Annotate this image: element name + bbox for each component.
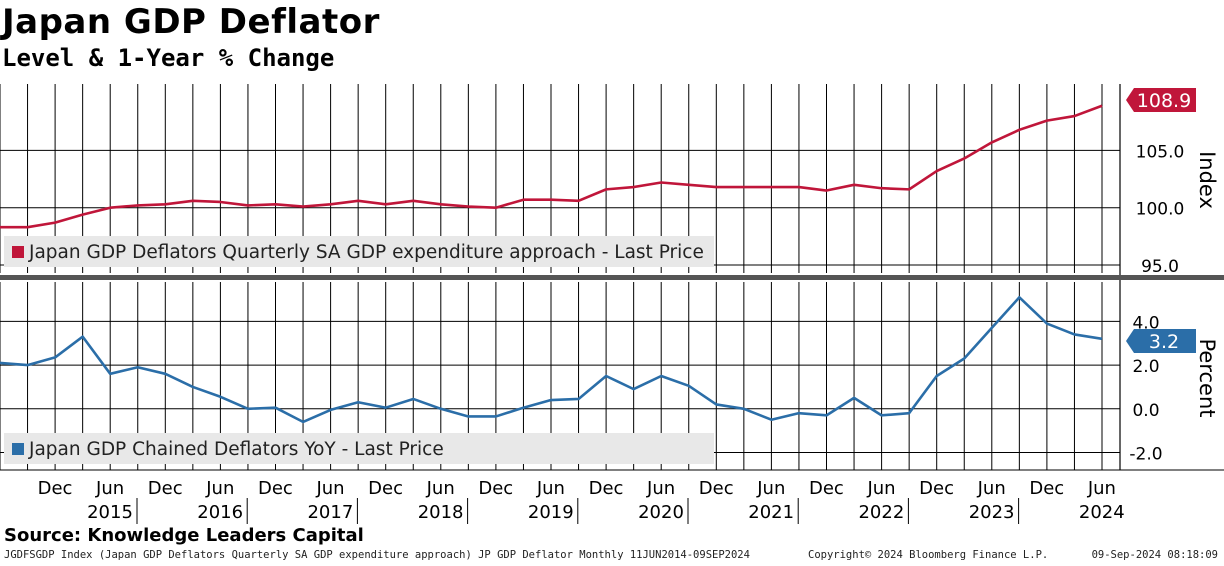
legend-swatch	[12, 246, 24, 258]
x-tick-label-year: 2022	[858, 502, 904, 523]
x-tick-label-year: 2017	[307, 502, 353, 523]
y-tick-label-bottom: 0.0	[1132, 401, 1159, 421]
x-tick-label-year: 2016	[197, 502, 243, 523]
y-tick-label-top: 95.0	[1141, 257, 1179, 277]
x-tick-label-year: 2023	[969, 502, 1015, 523]
x-tick-label-month: Jun	[1087, 478, 1116, 499]
x-tick-label-month: Jun	[866, 478, 895, 499]
y-tick-label-top: 105.0	[1136, 142, 1185, 162]
y-tick-label-bottom: -2.0	[1129, 445, 1162, 465]
x-tick-label-month: Dec	[919, 478, 954, 499]
x-tick-label-month: Jun	[426, 478, 455, 499]
footer-copyright: Copyright© 2024 Bloomberg Finance L.P.	[808, 549, 1049, 561]
series-line-level	[0, 104, 1103, 229]
x-tick-label-month: Jun	[95, 478, 124, 499]
x-tick-label-year: 2018	[418, 502, 464, 523]
y-tick-label-bottom: 4.0	[1132, 313, 1159, 333]
footer-description: JGDFSGDP Index (Japan GDP Deflators Quar…	[4, 549, 750, 561]
x-tick-label-month: Jun	[536, 478, 565, 499]
x-tick-label-month: Jun	[205, 478, 234, 499]
legend-swatch	[12, 443, 24, 455]
last-value-tag-bottom: 3.2	[1126, 329, 1196, 353]
last-value-tag-top: 108.9	[1126, 88, 1196, 112]
legend-bottom: Japan GDP Chained Deflators YoY - Last P…	[4, 433, 714, 464]
legend-label: Japan GDP Chained Deflators YoY - Last P…	[28, 439, 444, 460]
x-tick-label-year: 2015	[87, 502, 133, 523]
x-tick-label-month: Dec	[478, 478, 513, 499]
source-note: Source: Knowledge Leaders Capital	[4, 525, 364, 546]
x-tick-label-month: Dec	[1029, 478, 1064, 499]
x-tick-label-month: Dec	[809, 478, 844, 499]
y-tick-label-bottom: 2.0	[1132, 357, 1159, 377]
x-tick-label-year: 2020	[638, 502, 684, 523]
top-panel: 95.0 100.0 105.0 Index Japan GDP Deflators Q…	[0, 88, 1219, 277]
x-tick-label-month: Jun	[756, 478, 785, 499]
y-axis-title-bottom: Percent	[1195, 338, 1219, 417]
x-tick-label-month: Dec	[148, 478, 183, 499]
x-tick-label-month: Jun	[977, 478, 1006, 499]
y-axis-title-top: Index	[1195, 151, 1219, 209]
x-tick-label-month: Dec	[38, 478, 73, 499]
x-axis: Dec Jun Dec Jun Dec Jun Dec Jun Dec Jun Dec Jun Dec J…	[38, 478, 1125, 524]
x-tick-label-year: 2019	[528, 502, 574, 523]
panel-separator	[0, 275, 1224, 280]
last-value-tag	[1126, 329, 1196, 353]
series-line-yoy	[0, 296, 1103, 424]
last-value-label: 3.2	[1149, 331, 1179, 353]
legend-label: Japan GDP Deflators Quarterly SA GDP exp…	[28, 242, 704, 263]
chart-subtitle: Level & 1-Year % Change	[2, 44, 335, 72]
x-tick-label-month: Jun	[646, 478, 675, 499]
x-tick-label-year: 2021	[748, 502, 794, 523]
x-tick-label-month: Jun	[315, 478, 344, 499]
footer-timestamp: 09-Sep-2024 08:18:09	[1091, 549, 1218, 561]
footer: JGDFSGDP Index (Japan GDP Deflators Quar…	[0, 549, 1224, 565]
legend-top: Japan GDP Deflators Quarterly SA GDP exp…	[4, 236, 714, 267]
x-tick-label-month: Dec	[699, 478, 734, 499]
last-value-label: 108.9	[1137, 90, 1191, 112]
legend-box	[4, 236, 714, 267]
chart-title: Japan GDP Deflator	[2, 2, 380, 42]
x-tick-label-year: 2024	[1079, 502, 1125, 523]
bottom-panel: -2.0 0.0 2.0 4.0 Percent Japan GDP Chained De…	[0, 296, 1219, 465]
x-tick-label-month: Dec	[368, 478, 403, 499]
legend-box	[4, 433, 714, 464]
chart-frame	[0, 84, 1224, 471]
last-value-tag	[1126, 88, 1196, 112]
y-tick-label-top: 100.0	[1136, 200, 1185, 220]
x-tick-label-month: Dec	[589, 478, 624, 499]
x-tick-label-month: Dec	[258, 478, 293, 499]
